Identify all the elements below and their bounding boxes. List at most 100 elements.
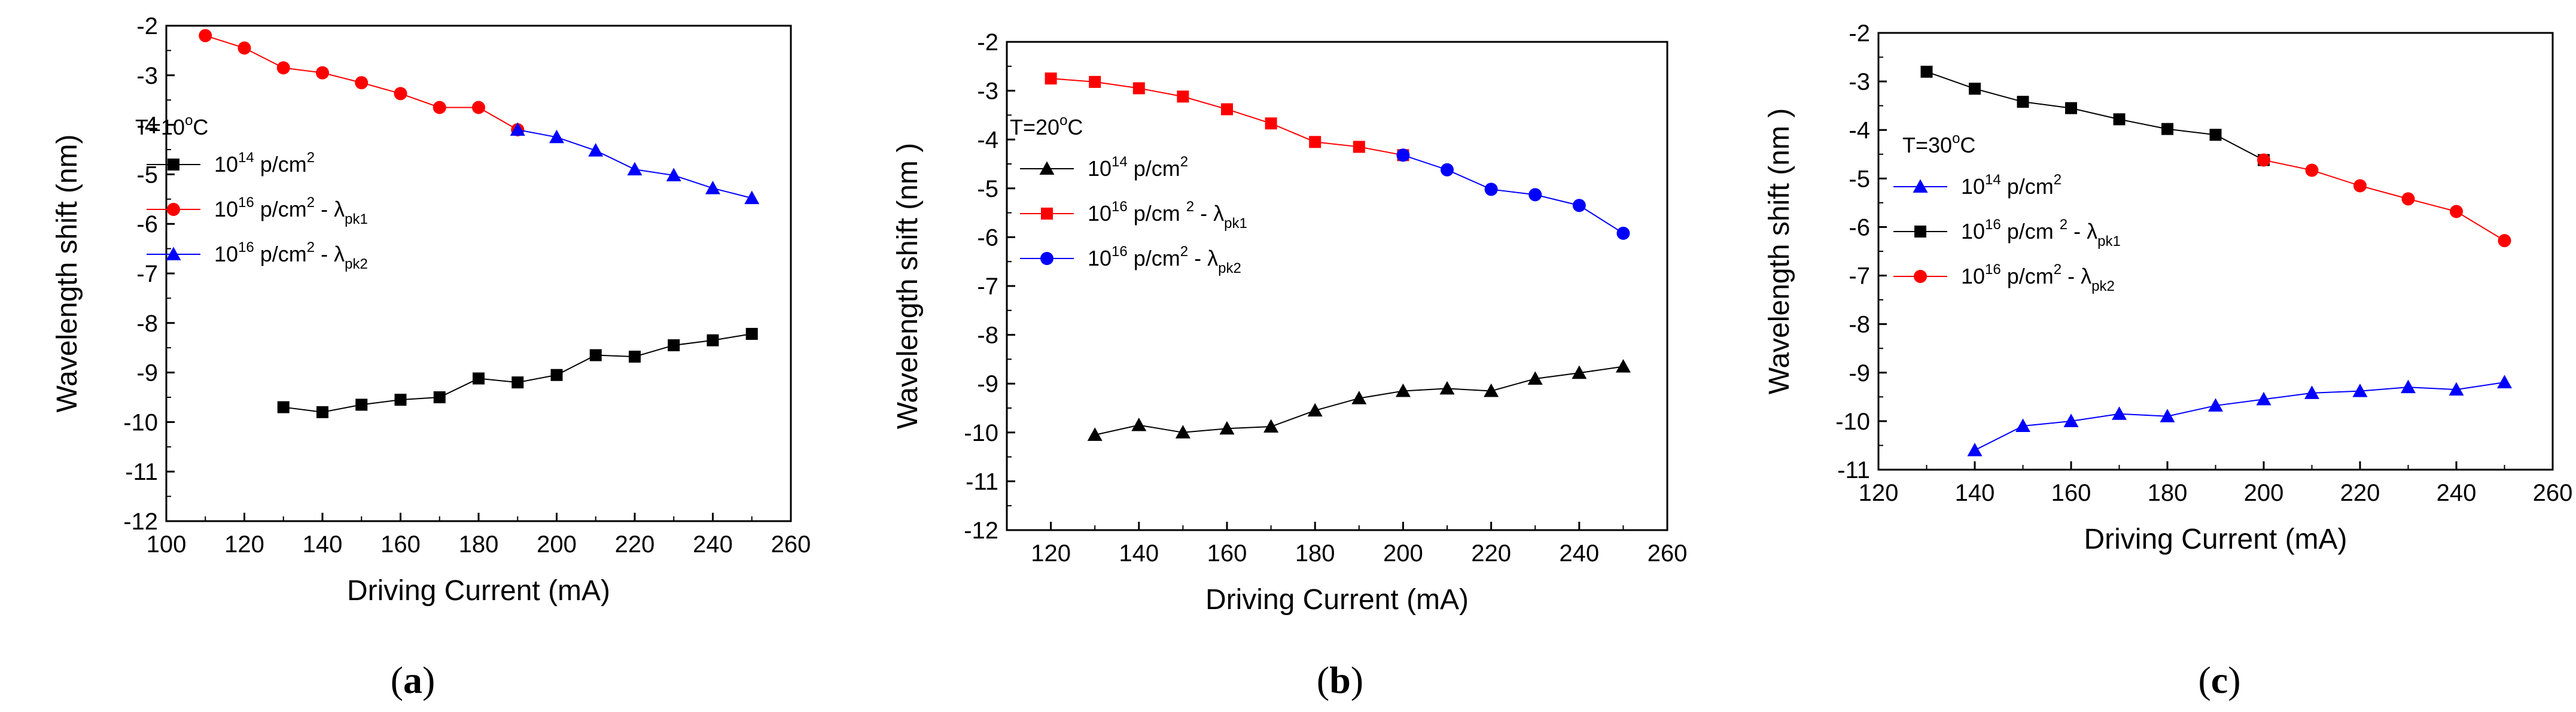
temperature-annotation: T=10oC — [135, 112, 208, 139]
y-tick-label: -11 — [1837, 457, 1870, 483]
legend-marker — [1039, 161, 1055, 175]
x-tick-label: 180 — [459, 531, 499, 558]
chart-panel-a: 100 120 140 160 180 200 220 240 260 -2 -3 -4 -5 -6 -7 -… — [51, 13, 811, 607]
legend-label: 1016 p/cm 2 - λpk1 — [1088, 199, 1247, 232]
data-point — [1087, 427, 1103, 441]
legend-label: 1016 p/cm2 - λpk1 — [214, 194, 368, 227]
data-point — [549, 129, 564, 144]
data-point — [2112, 406, 2127, 420]
data-point — [2352, 384, 2368, 397]
data-point — [2257, 153, 2270, 167]
x-tick-label: 120 — [1031, 540, 1071, 567]
data-point — [2305, 163, 2319, 177]
series-0 — [1087, 359, 1631, 441]
x-tick-label: 120 — [1859, 480, 1899, 506]
legend-entry: 1016 p/cm 2 - λpk1 — [1893, 217, 2121, 249]
legend-label: 1016 p/cm2 - λpk2 — [214, 239, 368, 272]
legend-entry: 1016 p/cm2 - λpk2 — [1893, 261, 2115, 294]
data-point — [394, 87, 407, 101]
y-tick-label: -6 — [977, 224, 998, 251]
legend-marker — [167, 203, 180, 216]
data-point — [1045, 72, 1057, 85]
y-tick-label: -8 — [136, 311, 158, 337]
x-tick-label: 140 — [1119, 540, 1159, 567]
data-point — [1353, 141, 1365, 153]
x-tick-label: 100 — [147, 531, 187, 558]
data-point — [2497, 375, 2512, 388]
x-tick-label: 200 — [537, 531, 577, 558]
y-tick-label: -10 — [964, 420, 998, 446]
y-tick-label: -2 — [136, 13, 158, 39]
data-point — [394, 394, 407, 406]
x-axis-title: Driving Current (mA) — [2084, 524, 2347, 555]
y-tick-label: -9 — [977, 371, 998, 397]
panel-caption: (c) — [2198, 659, 2240, 701]
legend-entry: 1016 p/cm2 - λpk2 — [1020, 244, 1241, 276]
legend-marker — [166, 247, 181, 260]
y-tick-label: -4 — [136, 112, 158, 139]
data-point — [1089, 75, 1101, 88]
data-point — [1967, 443, 1983, 457]
data-point — [1351, 391, 1367, 404]
x-tick-label: 200 — [1383, 540, 1423, 567]
data-point — [1528, 188, 1542, 202]
data-point — [1177, 90, 1189, 103]
legend-entry: 1014 p/cm2 — [1893, 172, 2062, 199]
data-point — [1572, 365, 1587, 379]
data-point — [433, 391, 446, 403]
x-tick-label: 220 — [2340, 480, 2380, 506]
x-tick-label: 260 — [2533, 480, 2573, 506]
y-tick-label: -5 — [136, 162, 158, 188]
data-point — [237, 41, 251, 55]
data-point — [1396, 148, 1410, 162]
x-tick-label: 160 — [2051, 480, 2091, 506]
legend-marker — [1914, 226, 1926, 238]
y-tick-label: -5 — [977, 176, 998, 202]
legend-marker — [1913, 179, 1928, 193]
series-line — [1051, 78, 1403, 156]
chart-panel-b: 120 140 160 180 200 220 240 260 -2 -3 -4 -5 -6 -7 -8 -9… — [892, 29, 1687, 616]
data-point — [355, 398, 368, 411]
legend-label: 1014 p/cm2 — [214, 150, 315, 177]
plot-frame — [165, 25, 792, 522]
data-point — [2449, 382, 2464, 396]
data-point — [472, 101, 485, 114]
data-point — [2498, 234, 2511, 248]
data-point — [2353, 179, 2367, 193]
data-point — [2065, 102, 2077, 114]
y-tick-label: -4 — [1849, 117, 1870, 144]
series-0 — [1967, 375, 2512, 457]
data-point — [2161, 123, 2173, 135]
temperature-annotation: T=30oC — [1902, 130, 1975, 157]
series-1 — [1045, 72, 1409, 162]
y-tick-label: -10 — [1835, 409, 1870, 435]
y-tick-label: -12 — [964, 518, 998, 544]
data-point — [2209, 129, 2222, 141]
x-tick-label: 260 — [1648, 540, 1688, 567]
data-point — [316, 406, 328, 418]
legend-label: 1016 p/cm 2 - λpk1 — [1961, 217, 2121, 249]
y-tick-label: -7 — [977, 273, 998, 300]
series-line — [283, 333, 752, 413]
series-line — [2263, 159, 2505, 242]
series-2 — [510, 122, 760, 205]
data-point — [1175, 425, 1190, 439]
data-point — [473, 372, 485, 385]
data-point — [2113, 113, 2126, 126]
y-tick-label: -3 — [136, 63, 158, 89]
data-point — [707, 334, 719, 346]
y-tick-label: -9 — [1849, 360, 1870, 387]
data-point — [433, 101, 446, 114]
x-tick-label: 140 — [1955, 480, 1995, 506]
y-tick-label: -10 — [123, 409, 158, 436]
y-tick-label: -7 — [1849, 263, 1870, 290]
data-point — [1221, 103, 1233, 115]
x-axis-title: Driving Current (mA) — [347, 575, 610, 607]
y-tick-label: -9 — [136, 360, 158, 387]
y-tick-label: -5 — [1849, 166, 1870, 192]
data-point — [2401, 379, 2416, 394]
data-point — [277, 401, 290, 413]
x-tick-label: 180 — [1295, 540, 1335, 567]
data-point — [2401, 192, 2415, 206]
series-line — [1926, 71, 2264, 161]
